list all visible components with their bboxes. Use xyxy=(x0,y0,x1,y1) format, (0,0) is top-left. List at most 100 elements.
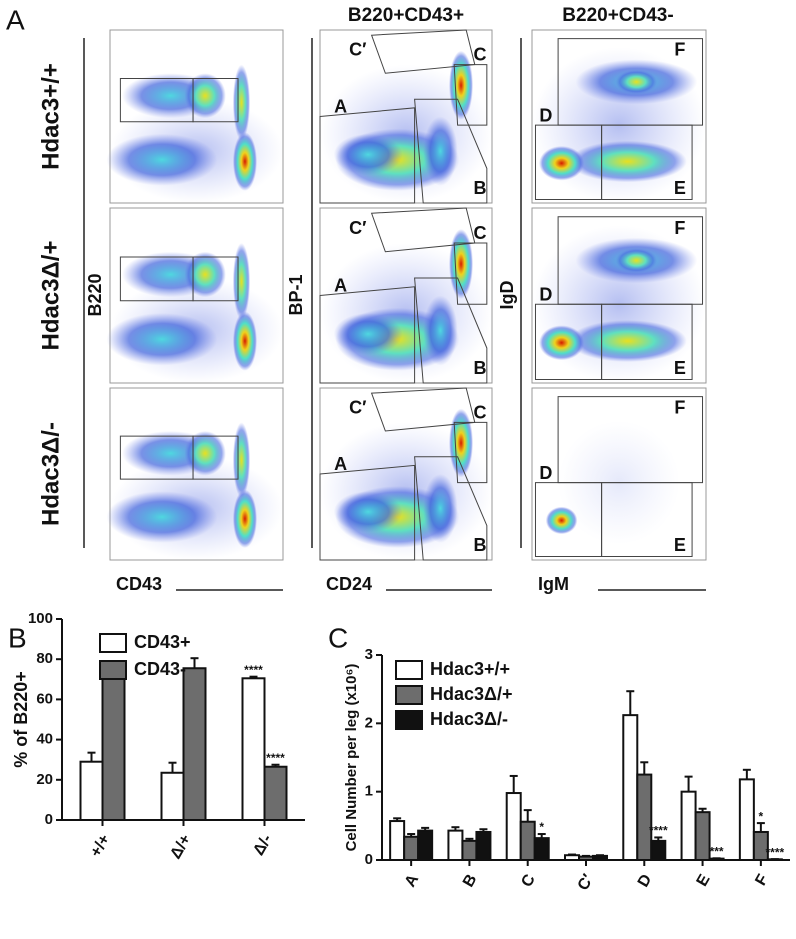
y-tick-label: 2 xyxy=(365,714,373,731)
cell-density xyxy=(333,313,403,355)
bar xyxy=(533,837,550,862)
y-tick-label: 60 xyxy=(36,690,53,707)
significance-label: * xyxy=(539,820,544,834)
bar xyxy=(263,765,288,821)
bar xyxy=(708,857,725,862)
bar xyxy=(738,778,755,861)
gate xyxy=(192,256,239,302)
gate xyxy=(414,456,488,561)
cell-density xyxy=(423,295,458,366)
panel-label: C xyxy=(328,622,348,653)
bar xyxy=(636,773,653,861)
legend-label: Hdac3Δ/+ xyxy=(430,684,512,704)
cell-density xyxy=(106,313,218,366)
significance-label: * xyxy=(759,809,764,823)
legend-swatch xyxy=(99,633,127,653)
cell-density xyxy=(449,229,474,299)
bar xyxy=(475,830,492,862)
gate-label: A xyxy=(334,276,347,296)
gate-label: B xyxy=(473,358,486,378)
gate xyxy=(557,38,704,126)
row-label: Hdac3+/+ xyxy=(37,63,64,170)
significance-label: **** xyxy=(266,751,285,765)
significance-label: *** xyxy=(710,844,724,858)
x-axis-label: CD43 xyxy=(116,574,162,594)
bar xyxy=(622,714,639,862)
cell-density xyxy=(333,491,403,533)
cell-density xyxy=(423,474,458,543)
bar xyxy=(519,820,536,862)
bar xyxy=(182,667,207,821)
cell-density xyxy=(538,325,585,361)
bar xyxy=(101,677,126,821)
gate-label: C xyxy=(473,45,486,65)
legend-swatch xyxy=(99,660,127,680)
y-tick-label: 3 xyxy=(365,646,373,663)
gate-label: A xyxy=(334,97,347,117)
cell-density xyxy=(184,251,226,298)
cell-density xyxy=(232,311,258,371)
x-tick-label: C′ xyxy=(575,871,598,893)
gate xyxy=(557,216,704,305)
significance-label: **** xyxy=(766,845,785,859)
y-axis-label: % of B220+ xyxy=(11,671,31,768)
gate-label: F xyxy=(674,218,685,238)
cell-density xyxy=(449,50,474,120)
cell-density xyxy=(184,73,226,119)
y-axis-label: B220 xyxy=(85,273,105,316)
bar xyxy=(79,760,104,822)
bar xyxy=(752,830,769,862)
cell-density xyxy=(184,431,226,476)
bar xyxy=(564,854,580,862)
bar xyxy=(403,835,420,861)
gate-label: C′ xyxy=(349,40,366,60)
gate-label: F xyxy=(674,397,685,417)
x-tick-label: E xyxy=(694,871,714,889)
panel-label: B xyxy=(8,622,27,653)
cell-density xyxy=(568,140,687,183)
y-axis-label: IgD xyxy=(497,281,517,310)
cell-density xyxy=(232,422,251,499)
bar xyxy=(389,820,406,861)
gate-label: C xyxy=(473,403,486,423)
y-tick-label: 1 xyxy=(365,783,373,800)
gate xyxy=(453,242,488,305)
y-tick-label: 40 xyxy=(36,731,53,748)
cell-density xyxy=(615,69,658,95)
gate-label: E xyxy=(674,178,686,198)
gate-label: F xyxy=(674,40,685,60)
x-tick-label: D xyxy=(635,872,656,891)
x-tick-label: F xyxy=(752,871,772,888)
y-tick-label: 80 xyxy=(36,650,53,667)
cell-density xyxy=(106,133,218,186)
bar xyxy=(650,839,667,861)
y-tick-label: 0 xyxy=(45,811,53,828)
bar xyxy=(417,829,434,861)
x-tick-label: Δ/+ xyxy=(167,832,194,862)
gate-label: B xyxy=(473,535,486,555)
legend-swatch xyxy=(395,685,423,705)
panel-label: A xyxy=(6,4,25,35)
cell-density xyxy=(333,133,403,176)
x-axis-label: CD24 xyxy=(326,574,372,594)
cell-density xyxy=(615,248,658,273)
significance-label: **** xyxy=(244,663,263,677)
cell-density xyxy=(232,132,258,191)
gate xyxy=(319,286,416,384)
gate xyxy=(453,64,488,126)
cell-density xyxy=(232,489,258,548)
gate xyxy=(557,396,704,484)
legend-swatch xyxy=(395,710,423,730)
row-label: Hdac3Δ/+ xyxy=(37,241,64,351)
bar xyxy=(592,854,608,862)
cell-density xyxy=(232,64,251,141)
column-title: B220+CD43- xyxy=(562,5,673,26)
y-axis-label: Cell Number per leg (x10⁶) xyxy=(343,664,360,852)
x-tick-label: B xyxy=(460,872,481,891)
bar xyxy=(447,829,464,861)
legend-label: CD43- xyxy=(134,659,186,679)
bar xyxy=(578,855,594,861)
significance-label: **** xyxy=(649,824,668,838)
x-axis-label: IgM xyxy=(538,574,569,594)
